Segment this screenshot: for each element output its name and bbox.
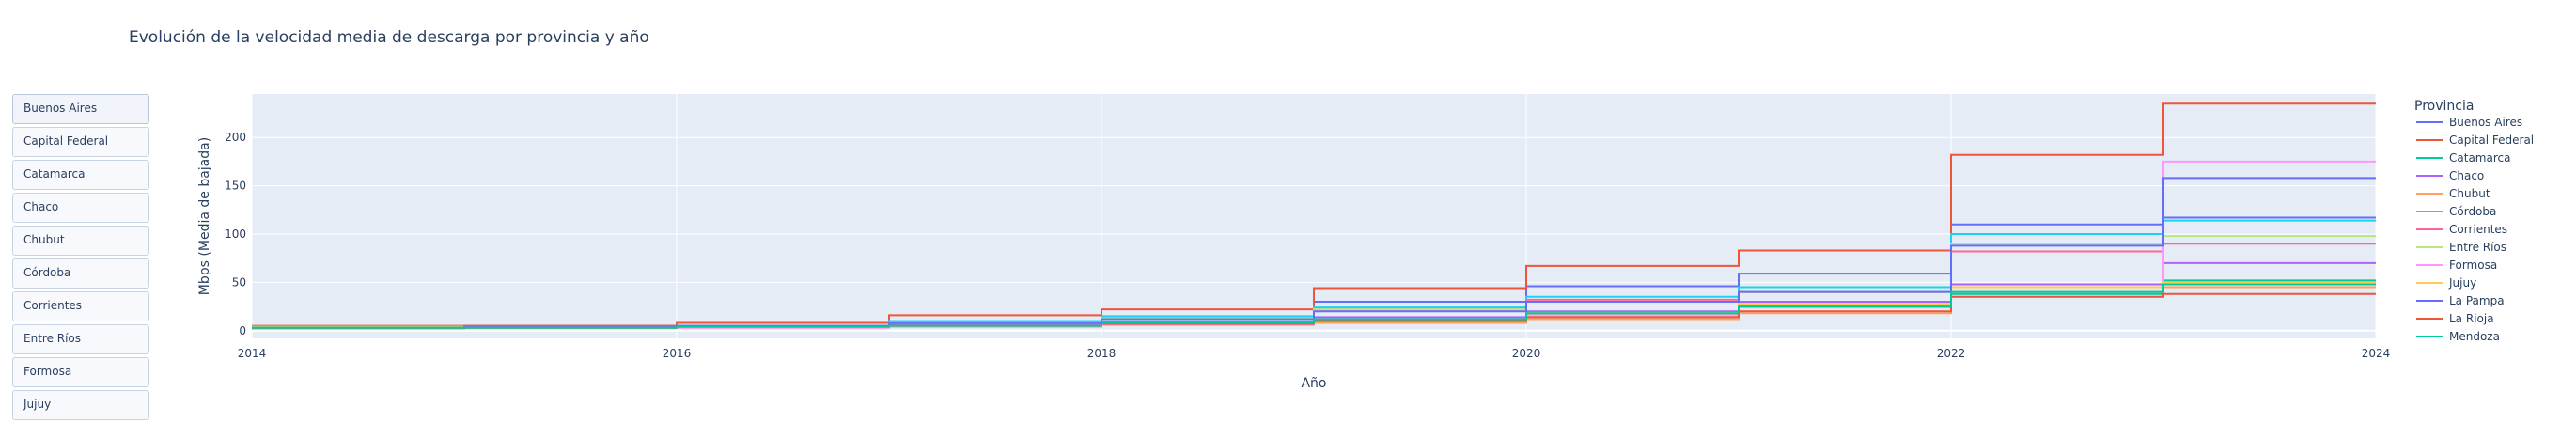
y-axis-label: Mbps (Media de bajada) [197,137,212,295]
series-line [252,177,2376,329]
series-line [252,292,2376,329]
province-button-group: Buenos Aires Capital Federal Catamarca C… [12,94,149,423]
province-button[interactable]: Chaco [12,193,149,223]
series-line [252,261,2376,329]
legend-item[interactable]: Buenos Aires [2449,116,2522,129]
series-line [252,235,2376,328]
series-line [252,216,2376,328]
y-tick-label: 100 [225,227,246,241]
x-axis-label: Año [1301,376,1326,391]
legend-item[interactable]: Córdoba [2449,205,2496,218]
legend-item[interactable]: Entre Ríos [2449,241,2506,254]
legend-item[interactable]: Mendoza [2449,330,2500,343]
y-tick-label: 200 [225,131,246,144]
series-line [252,279,2376,329]
chart-title: Evolución de la velocidad media de desca… [129,28,649,47]
x-tick-label: 2024 [2362,347,2391,360]
y-tick-label: 0 [239,324,246,337]
legend-item[interactable]: Formosa [2449,258,2497,272]
province-button[interactable]: Catamarca [12,160,149,190]
province-button[interactable]: Entre Ríos [12,324,149,354]
legend-item[interactable]: Capital Federal [2449,133,2534,147]
province-button[interactable]: Jujuy [12,390,149,420]
legend-item[interactable]: Jujuy [2448,276,2476,290]
plot-background [252,94,2376,338]
series-line [252,219,2376,328]
x-tick-label: 2016 [663,347,692,360]
legend-title: Provincia [2414,99,2474,114]
province-button[interactable]: Chubut [12,226,149,256]
legend-item[interactable]: Chaco [2449,169,2484,182]
x-tick-label: 2018 [1087,347,1116,360]
x-tick-label: 2020 [1512,347,1541,360]
series-line [252,283,2376,329]
province-button[interactable]: Corrientes [12,291,149,321]
y-tick-label: 50 [232,275,246,289]
legend-item[interactable]: Corrientes [2449,223,2507,236]
province-button[interactable]: Córdoba [12,258,149,289]
series-line [252,281,2376,329]
legend-item[interactable]: Catamarca [2449,151,2510,164]
y-tick-label: 150 [225,180,246,193]
series-line [252,243,2376,329]
legend-item[interactable]: La Pampa [2449,294,2505,307]
province-button[interactable]: Formosa [12,357,149,387]
series-line [252,286,2376,329]
x-tick-label: 2022 [1937,347,1966,360]
x-tick-label: 2014 [238,347,267,360]
legend-item[interactable]: Chubut [2449,187,2490,200]
series-line [252,102,2376,327]
province-button[interactable]: Buenos Aires [12,94,149,124]
legend-item[interactable]: La Rioja [2449,312,2494,325]
province-button[interactable]: Capital Federal [12,127,149,157]
series-line [252,160,2376,330]
